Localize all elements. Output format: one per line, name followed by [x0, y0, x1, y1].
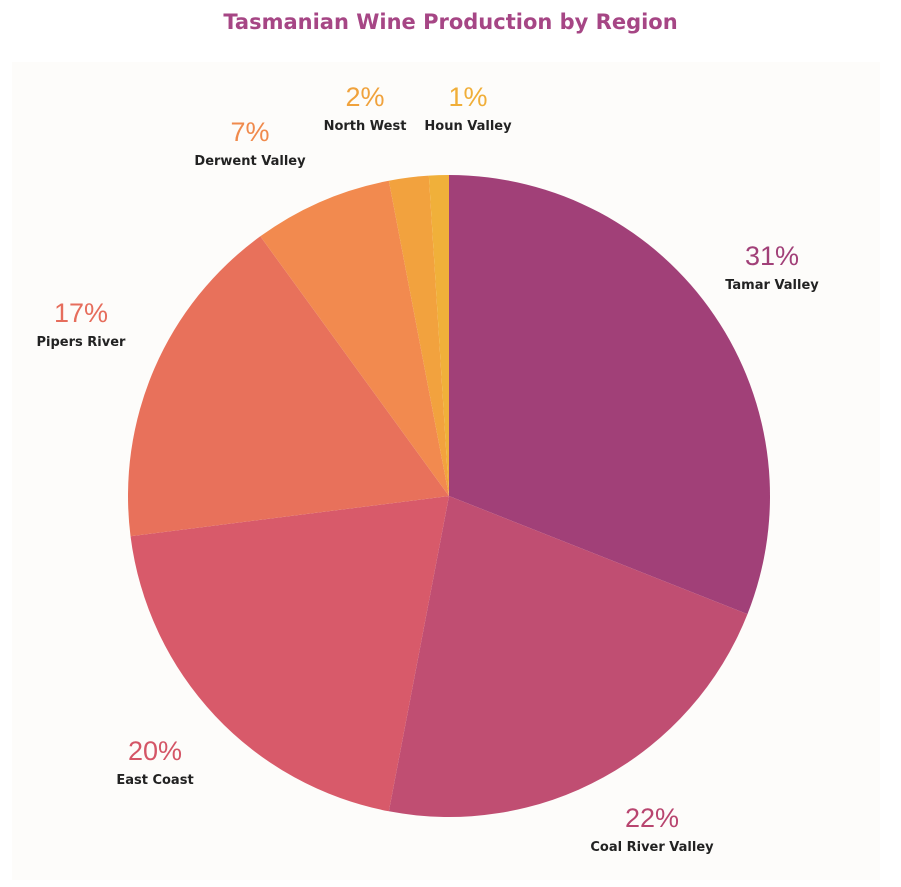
pie-slice-east-coast	[130, 496, 449, 812]
pie-chart: 31% Tamar Valley 22% Coal River Valley 20% Ea…	[37, 82, 820, 855]
pie-region-label: North West	[324, 119, 407, 134]
pie-percent-label: 31%	[745, 241, 799, 271]
pie-slice-tamar-valley	[449, 175, 771, 615]
chart-title: Tasmanian Wine Production by Region	[223, 10, 678, 34]
pie-region-label: Houn Valley	[424, 119, 512, 134]
pie-region-label: East Coast	[116, 773, 193, 788]
pie-slice-houn-valley	[428, 175, 449, 496]
pie-percent-label: 17%	[54, 298, 108, 328]
pie-slices	[127, 175, 771, 817]
pie-percent-label: 7%	[230, 117, 269, 147]
pie-slice-north-west	[388, 175, 449, 496]
pie-slice-coal-river-valley	[388, 496, 748, 817]
pie-region-label: Pipers River	[37, 335, 127, 350]
pie-percent-label: 20%	[128, 736, 182, 766]
pie-labels: 31% Tamar Valley 22% Coal River Valley 20% Ea…	[37, 82, 820, 855]
plot-area: 31% Tamar Valley 22% Coal River Valley 20% Ea…	[12, 62, 880, 880]
pie-percent-label: 2%	[345, 82, 384, 112]
pie-slice-pipers-river	[127, 236, 449, 537]
pie-percent-label: 1%	[448, 82, 487, 112]
pie-region-label: Coal River Valley	[590, 840, 714, 855]
pie-slice-derwent-valley	[260, 180, 449, 496]
pie-region-label: Tamar Valley	[725, 278, 819, 293]
pie-percent-label: 22%	[625, 803, 679, 833]
pie-region-label: Derwent Valley	[194, 154, 306, 169]
